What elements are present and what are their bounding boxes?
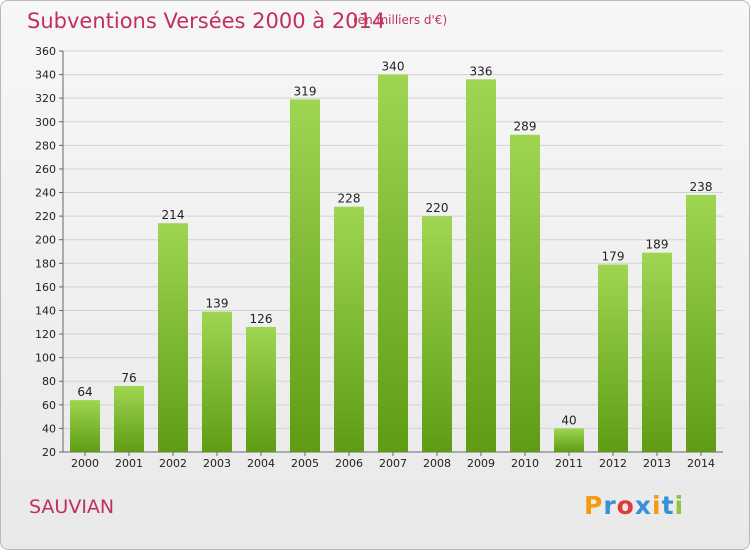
y-tick-label: 120	[35, 328, 56, 341]
y-tick-label: 40	[42, 422, 56, 435]
y-tick-label: 260	[35, 163, 56, 176]
logo-letter: i	[652, 491, 662, 520]
commune-name: SAUVIAN	[29, 496, 115, 518]
value-label: 228	[338, 192, 361, 206]
y-tick-label: 60	[42, 399, 56, 412]
value-label: 319	[294, 84, 317, 98]
y-tick-label: 340	[35, 69, 56, 82]
bar-2010	[510, 134, 540, 453]
bar-2005	[290, 99, 320, 452]
logo-letter: o	[616, 491, 635, 520]
value-label: 76	[121, 371, 136, 385]
bar-2009	[466, 79, 496, 453]
value-label: 238	[690, 180, 713, 194]
value-label: 40	[561, 413, 576, 427]
y-tick-label: 200	[35, 234, 56, 247]
value-label: 336	[470, 64, 493, 78]
y-tick-label: 300	[35, 116, 56, 129]
y-tick-label: 140	[35, 304, 56, 317]
value-label: 179	[602, 249, 625, 263]
bar-2003	[202, 311, 232, 452]
x-tick-label: 2005	[291, 457, 319, 470]
x-tick-label: 2009	[467, 457, 495, 470]
bar-2012	[598, 264, 628, 452]
bar-2008	[422, 216, 452, 452]
y-tick-label: 240	[35, 187, 56, 200]
x-tick-label: 2007	[379, 457, 407, 470]
x-tick-label: 2000	[71, 457, 99, 470]
y-tick-label: 220	[35, 210, 56, 223]
bar-2011	[554, 428, 584, 452]
value-label: 189	[646, 238, 669, 252]
x-tick-label: 2008	[423, 457, 451, 470]
bars	[70, 74, 716, 453]
y-tick-label: 320	[35, 92, 56, 105]
x-tick-label: 2001	[115, 457, 143, 470]
bar-2001	[114, 385, 144, 452]
x-tick-label: 2004	[247, 457, 275, 470]
bar-2004	[246, 326, 276, 452]
x-tick-label: 2012	[599, 457, 627, 470]
y-tick-label: 80	[42, 375, 56, 388]
x-tick-label: 2003	[203, 457, 231, 470]
x-tick-label: 2014	[687, 457, 715, 470]
y-tick-label: 100	[35, 352, 56, 365]
bar-2014	[686, 194, 716, 452]
value-label: 214	[162, 208, 185, 222]
y-tick-label: 280	[35, 139, 56, 152]
logo-letter: r	[603, 491, 617, 520]
bar-2000	[70, 400, 100, 452]
x-tick-label: 2011	[555, 457, 583, 470]
y-tick-label: 180	[35, 257, 56, 270]
logo-letter: P	[584, 491, 604, 520]
logo-letter: x	[634, 491, 652, 520]
bar-2002	[158, 223, 188, 452]
logo-letter: t	[661, 491, 675, 520]
bar-2006	[334, 206, 364, 452]
chart-subtitle: (en milliers d'€)	[353, 13, 448, 27]
value-label: 139	[206, 297, 229, 311]
x-tick-label: 2006	[335, 457, 363, 470]
proxiti-logo: Proxiti	[584, 491, 684, 520]
x-tick-label: 2002	[159, 457, 187, 470]
value-label: 289	[514, 120, 537, 134]
chart-title: Subventions Versées 2000 à 2014	[27, 9, 386, 33]
value-labels: 64 76 214 139 126 319 228 340 220 336 289 40 179 189 2…	[77, 60, 712, 428]
x-tick-label: 2013	[643, 457, 671, 470]
value-label: 64	[77, 385, 92, 399]
value-label: 126	[250, 312, 273, 326]
bar-2013	[642, 252, 672, 452]
logo-letter: i	[674, 491, 685, 520]
value-label: 340	[382, 60, 405, 74]
bar-2007	[378, 74, 408, 453]
y-tick-label: 20	[42, 446, 56, 459]
x-tick-label: 2010	[511, 457, 539, 470]
value-label: 220	[426, 201, 449, 215]
y-tick-label: 360	[35, 45, 56, 58]
y-tick-label: 160	[35, 281, 56, 294]
